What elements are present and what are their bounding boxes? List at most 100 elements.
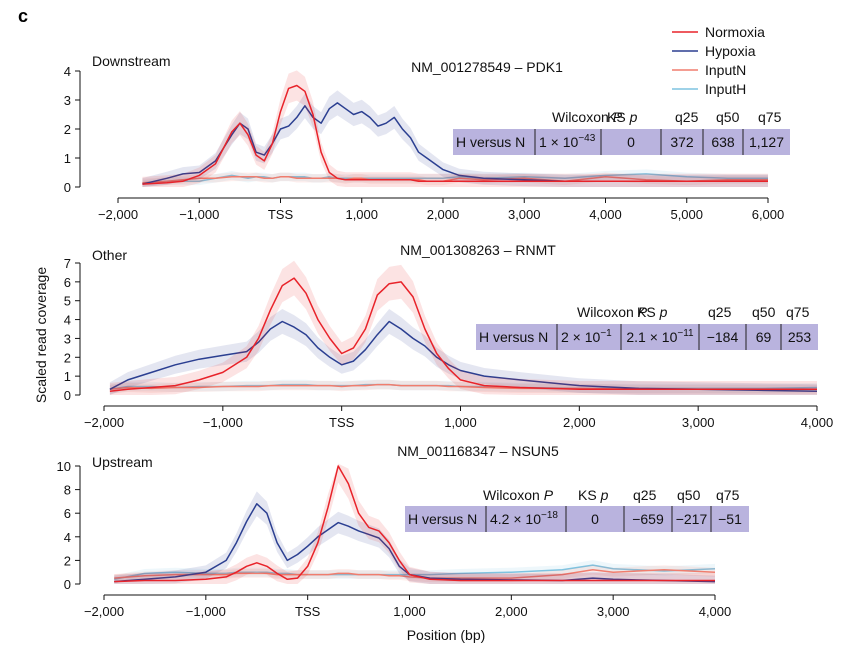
stats-header: q75 <box>786 304 810 320</box>
x-tick-label: 1,000 <box>345 207 378 222</box>
stats-header: KS p <box>578 487 609 503</box>
x-tick-label: 5,000 <box>670 207 703 222</box>
region-label: Other <box>92 247 127 263</box>
y-tick-label: 5 <box>64 294 71 309</box>
stats-cell-ks-p: 0 <box>627 134 635 150</box>
series-line-inputn <box>109 383 817 391</box>
y-tick-label: 0 <box>64 388 71 403</box>
legend-label-hypoxia: Hypoxia <box>705 43 756 59</box>
stats-cell-wilcoxon-p: 1 × 10−43 <box>539 133 596 150</box>
stats-header: Wilcoxon P <box>483 487 554 503</box>
series-line-normoxia <box>109 277 817 392</box>
band-normoxia <box>109 260 817 395</box>
stats-cell-wilcoxon-p: 2 × 10−1 <box>561 328 612 345</box>
legend: Normoxia Hypoxia InputN InputH <box>672 24 765 97</box>
y-tick-label: 3 <box>64 93 71 108</box>
x-tick-label: 4,000 <box>589 207 622 222</box>
x-tick-label: −1,000 <box>186 604 226 619</box>
stats-cell-q25: −659 <box>632 511 664 527</box>
stats-cell-q50: −217 <box>676 511 708 527</box>
y-axis-label: Scaled read coverage <box>33 267 49 403</box>
panel-title: NM_001168347 – NSUN5 <box>397 443 559 459</box>
stats-header: KS p <box>607 109 638 125</box>
y-tick-label: 1 <box>64 369 71 384</box>
region-label: Downstream <box>92 53 171 69</box>
y-tick-label: 3 <box>64 331 71 346</box>
y-tick-label: 4 <box>64 64 71 79</box>
stats-cell-q75: 253 <box>788 329 812 345</box>
stats-cell-q50: 69 <box>756 329 772 345</box>
x-tick-label: TSS <box>268 207 294 222</box>
stats-header: q50 <box>716 109 740 125</box>
x-tick-label: −1,000 <box>179 207 219 222</box>
stats-header: q25 <box>708 304 732 320</box>
panel-upstream: Upstream NM_001168347 – NSUN5 0 2 4 6 8 10 −2,00… <box>57 443 749 619</box>
y-tick-label: 0 <box>64 577 71 592</box>
legend-label-normoxia: Normoxia <box>705 24 765 40</box>
stats-cell-ks-p: 2.1 × 10−11 <box>626 328 694 345</box>
y-tick-label: 2 <box>64 553 71 568</box>
x-tick-label: 3,000 <box>682 415 715 430</box>
series-line-normoxia <box>142 84 768 185</box>
stats-header: q25 <box>633 487 657 503</box>
region-label: Upstream <box>92 454 153 470</box>
stats-header: Wilcoxon P <box>552 109 623 125</box>
stats-header: q25 <box>675 109 699 125</box>
stats-cell-wilcoxon-p: 4.2 × 10−18 <box>490 510 558 527</box>
stats-cell-q75: 1,127 <box>749 134 784 150</box>
series-line-hypoxia <box>142 102 768 185</box>
legend-label-inputh: InputH <box>705 81 746 97</box>
series-line-inputn <box>114 569 716 579</box>
band-inputh <box>114 560 715 584</box>
stats-cell-q75: −51 <box>718 511 742 527</box>
stats-cell-row-label: H versus N <box>408 511 477 527</box>
panel-title: NM_001308263 – RNMT <box>400 242 556 258</box>
stats-cell-q50: 638 <box>711 134 735 150</box>
y-tick-label: 8 <box>64 483 71 498</box>
x-tick-label: 2,000 <box>495 604 528 619</box>
x-tick-label: −2,000 <box>84 604 124 619</box>
panel-downstream: Downstream NM_001278549 – PDK1 0 1 2 3 4 −2,000… <box>64 53 790 222</box>
y-tick-label: 0 <box>64 180 71 195</box>
x-tick-label: 1,000 <box>393 604 426 619</box>
stats-cell-row-label: H versus N <box>456 134 525 150</box>
stats-header: Wilcoxon P <box>577 304 648 320</box>
stats-row-bg <box>476 324 818 350</box>
band-inputn <box>114 565 715 583</box>
y-tick-label: 2 <box>64 122 71 137</box>
x-axis-label: Position (bp) <box>407 627 486 643</box>
x-tick-label: −2,000 <box>84 415 124 430</box>
stats-header: q50 <box>677 487 701 503</box>
stats-table: Wilcoxon P KS p q25 q50 q75 H versus N 4.2 × 1… <box>405 487 749 532</box>
y-tick-label: 10 <box>57 459 71 474</box>
x-tick-label: 6,000 <box>752 207 785 222</box>
y-tick-label: 2 <box>64 350 71 365</box>
stats-cell-row-label: H versus N <box>479 329 548 345</box>
band-normoxia <box>142 70 768 187</box>
y-tick-label: 1 <box>64 151 71 166</box>
y-tick-label: 6 <box>64 506 71 521</box>
stats-header: KS p <box>637 304 668 320</box>
x-tick-label: 2,000 <box>563 415 596 430</box>
stats-table: Wilcoxon PKS p q25 q50 q75 H versus N 1 × 10−… <box>453 109 790 155</box>
stats-row-bg <box>405 506 749 532</box>
stats-cell-q25: −184 <box>707 329 739 345</box>
x-tick-label: TSS <box>295 604 321 619</box>
y-tick-label: 6 <box>64 275 71 290</box>
y-tick-label: 7 <box>64 256 71 271</box>
x-tick-label: 4,000 <box>801 415 834 430</box>
stats-row-bg <box>453 129 790 155</box>
band-hypoxia <box>109 309 817 395</box>
stats-header: q75 <box>716 487 740 503</box>
stats-header: q50 <box>752 304 776 320</box>
stats-cell-ks-p: 0 <box>591 511 599 527</box>
x-tick-label: −2,000 <box>98 207 138 222</box>
stats-cell-q25: 372 <box>670 134 694 150</box>
x-tick-label: 3,000 <box>508 207 541 222</box>
legend-label-inputn: InputN <box>705 62 746 78</box>
x-tick-label: 2,000 <box>427 207 460 222</box>
stats-header: q75 <box>758 109 782 125</box>
band-inputh <box>142 169 768 187</box>
y-tick-label: 4 <box>64 313 71 328</box>
